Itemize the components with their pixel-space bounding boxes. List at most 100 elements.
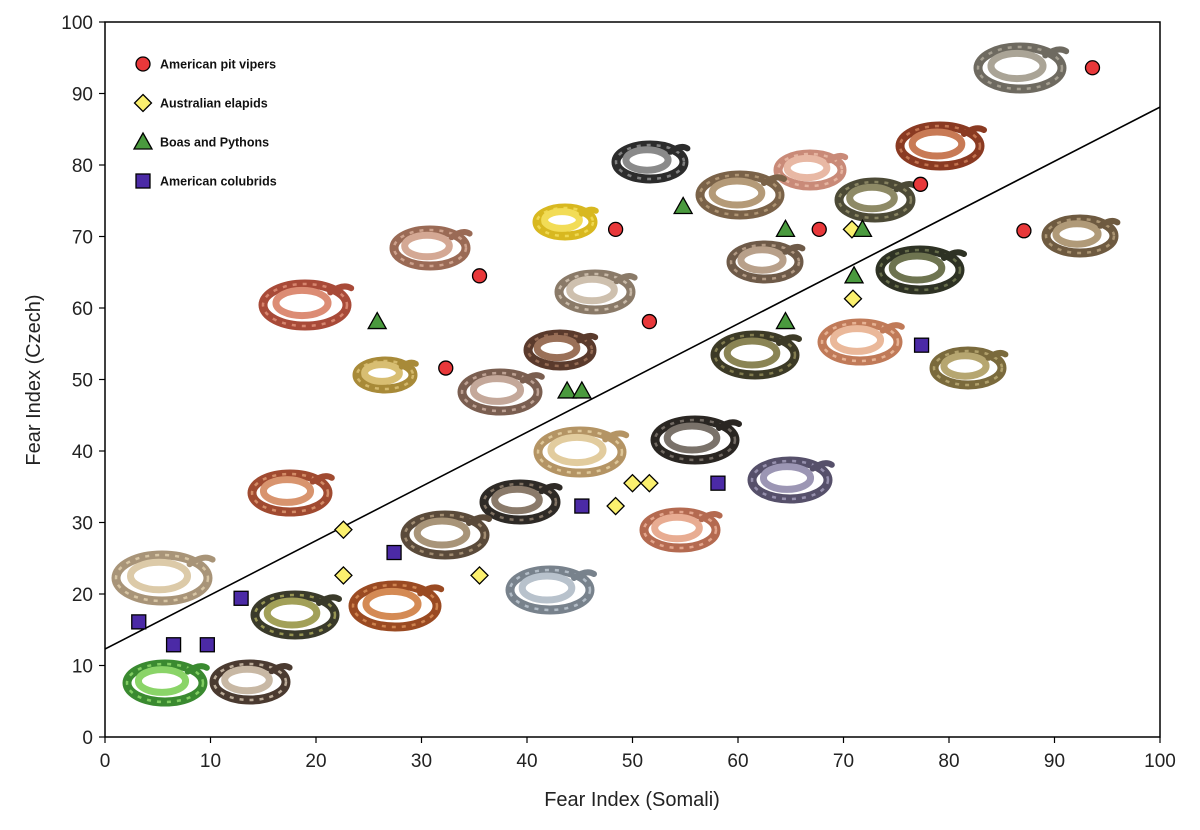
snake-photo bbox=[457, 368, 545, 416]
snake-photo bbox=[247, 469, 335, 517]
y-tick-label: 30 bbox=[72, 514, 93, 535]
y-tick-label: 60 bbox=[72, 299, 93, 320]
point-american-colubrids bbox=[199, 637, 215, 653]
point-australian-elapids bbox=[470, 565, 489, 585]
snake-photo bbox=[639, 507, 723, 553]
snake-photo bbox=[611, 140, 691, 184]
point-australian-elapids bbox=[334, 565, 353, 585]
snake-photo bbox=[122, 659, 210, 707]
point-american-pit-vipers bbox=[912, 176, 929, 192]
point-boas-and-pythons bbox=[556, 380, 578, 399]
x-tick-label: 100 bbox=[1144, 751, 1176, 772]
x-tick-label: 70 bbox=[833, 751, 854, 772]
x-tick-label: 90 bbox=[1044, 751, 1065, 772]
point-american-colubrids bbox=[574, 498, 590, 514]
point-boas-and-pythons bbox=[673, 196, 694, 215]
snake-photo bbox=[348, 580, 445, 632]
y-axis: 0 10 20 30 40 50 60 70 80 90 100 bbox=[61, 13, 105, 749]
point-australian-elapids bbox=[843, 289, 863, 309]
point-american-pit-vipers bbox=[1084, 60, 1101, 76]
snake-photo bbox=[773, 149, 849, 191]
legend-label-boas-and-pythons: Boas and Pythons bbox=[160, 136, 269, 150]
point-american-colubrids bbox=[131, 614, 147, 630]
point-american-pit-vipers bbox=[471, 268, 488, 284]
point-american-pit-vipers bbox=[811, 221, 827, 238]
point-american-pit-vipers bbox=[641, 313, 658, 330]
point-american-pit-vipers bbox=[1016, 223, 1032, 239]
snake-photo bbox=[111, 550, 216, 606]
point-australian-elapids bbox=[623, 473, 642, 493]
point-american-colubrids bbox=[710, 475, 726, 491]
snake-photo bbox=[747, 456, 835, 504]
snake-photo bbox=[695, 170, 787, 220]
trendline bbox=[105, 106, 1160, 650]
point-american-colubrids bbox=[913, 337, 930, 353]
snake-photo bbox=[1041, 214, 1121, 258]
point-australian-elapids bbox=[606, 496, 626, 516]
y-tick-label: 10 bbox=[72, 657, 93, 678]
point-american-colubrids bbox=[165, 637, 182, 653]
legend: American pit vipers Australian elapids Boa… bbox=[132, 56, 277, 189]
x-tick-label: 20 bbox=[305, 751, 326, 772]
point-boas-and-pythons bbox=[775, 219, 796, 238]
point-australian-elapids bbox=[639, 473, 659, 493]
snake-photo bbox=[533, 426, 630, 478]
snake-photo bbox=[554, 269, 638, 315]
x-tick-label: 40 bbox=[516, 751, 537, 772]
y-tick-label: 50 bbox=[72, 371, 93, 392]
legend-marker-american-pit-vipers bbox=[135, 56, 151, 72]
x-tick-label: 0 bbox=[100, 751, 111, 772]
y-tick-label: 80 bbox=[72, 156, 93, 177]
y-tick-label: 40 bbox=[72, 442, 93, 463]
snake-photo bbox=[352, 356, 419, 394]
data-points bbox=[131, 60, 1101, 653]
point-american-pit-vipers bbox=[438, 360, 454, 376]
x-tick-label: 10 bbox=[200, 751, 221, 772]
point-american-colubrids bbox=[233, 590, 249, 606]
snake-photo bbox=[817, 318, 905, 366]
snake-photo bbox=[258, 279, 355, 331]
x-axis: 0 10 20 30 40 50 60 70 80 90 100 bbox=[100, 737, 1176, 772]
snake-photo bbox=[834, 177, 918, 223]
snake-photo bbox=[389, 225, 473, 271]
legend-label-australian-elapids: Australian elapids bbox=[160, 97, 268, 111]
snake-photo bbox=[505, 565, 597, 615]
snake-photo bbox=[523, 329, 599, 371]
y-tick-label: 100 bbox=[61, 13, 93, 34]
snake-photo bbox=[479, 479, 563, 525]
point-american-colubrids bbox=[386, 544, 402, 561]
snake-photo bbox=[250, 590, 342, 640]
snake-photo bbox=[532, 203, 599, 241]
x-tick-label: 80 bbox=[938, 751, 959, 772]
legend-marker-australian-elapids bbox=[133, 93, 153, 113]
x-tick-label: 50 bbox=[622, 751, 643, 772]
point-boas-and-pythons bbox=[775, 311, 796, 330]
snake-photo bbox=[726, 240, 806, 284]
y-tick-label: 70 bbox=[72, 228, 93, 249]
snake-photo bbox=[973, 42, 1070, 94]
x-tick-label: 30 bbox=[411, 751, 432, 772]
legend-marker-boas-and-pythons bbox=[132, 131, 154, 150]
point-boas-and-pythons bbox=[571, 380, 592, 399]
point-american-pit-vipers bbox=[607, 221, 624, 238]
snake-photos bbox=[111, 42, 1121, 707]
snake-photo bbox=[400, 510, 492, 560]
x-axis-title: Fear Index (Somali) bbox=[544, 789, 720, 811]
x-tick-label: 60 bbox=[727, 751, 748, 772]
y-axis-title: Fear Index (Czech) bbox=[23, 294, 45, 465]
legend-label-american-colubrids: American colubrids bbox=[160, 175, 277, 189]
legend-marker-american-colubrids bbox=[135, 173, 151, 189]
point-australian-elapids bbox=[334, 520, 353, 540]
y-tick-label: 90 bbox=[72, 85, 93, 106]
snake-photo bbox=[710, 330, 802, 380]
point-boas-and-pythons bbox=[367, 311, 388, 330]
point-boas-and-pythons bbox=[852, 219, 873, 238]
snake-photo bbox=[875, 245, 967, 295]
snake-photo bbox=[895, 121, 987, 171]
snake-photo bbox=[209, 659, 293, 705]
legend-label-american-pit-vipers: American pit vipers bbox=[160, 58, 276, 72]
snake-photo bbox=[929, 346, 1009, 390]
snake-photo bbox=[650, 415, 742, 465]
